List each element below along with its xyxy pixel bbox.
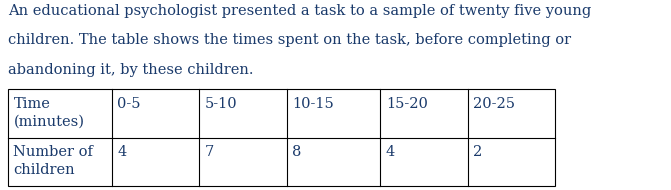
Text: 4: 4 [386,145,395,159]
Text: 20-25: 20-25 [473,97,515,111]
Text: abandoning it, by these children.: abandoning it, by these children. [8,63,254,77]
Text: 8: 8 [292,145,301,159]
Text: Number of
children: Number of children [13,145,93,177]
Text: Time
(minutes): Time (minutes) [13,97,85,128]
Text: An educational psychologist presented a task to a sample of twenty five young: An educational psychologist presented a … [8,4,591,18]
Text: 0-5: 0-5 [117,97,141,111]
Bar [8,89,555,186]
Text: children. The table shows the times spent on the task, before completing or: children. The table shows the times spen… [8,33,571,47]
Text: 10-15: 10-15 [292,97,333,111]
Text: 15-20: 15-20 [386,97,427,111]
Text: 2: 2 [473,145,482,159]
Text: 4: 4 [117,145,127,159]
Text: 7: 7 [205,145,214,159]
Text: 5-10: 5-10 [205,97,238,111]
